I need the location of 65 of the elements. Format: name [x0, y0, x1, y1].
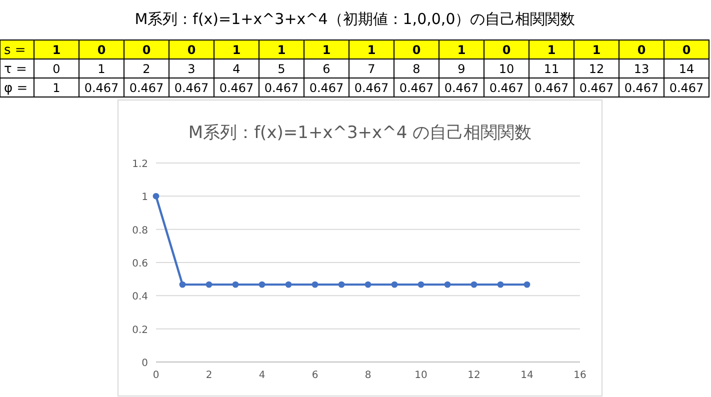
- x-tick-label: 4: [258, 370, 266, 381]
- data-label: 1: [457, 43, 466, 57]
- data-label: 0.467: [219, 81, 254, 95]
- data-label: 0.467: [174, 81, 209, 95]
- data-label: 1: [98, 62, 106, 76]
- data-label: 3: [188, 62, 196, 76]
- data-label: 1: [322, 43, 331, 57]
- data-label: 0.467: [624, 81, 659, 95]
- data-label: 1: [547, 43, 556, 57]
- data-label: 0: [637, 43, 646, 57]
- data-label: 0: [52, 62, 60, 76]
- x-tick-label: 0: [152, 370, 160, 381]
- y-tick-label: s =: [4, 43, 26, 58]
- data-label: 0: [412, 43, 421, 57]
- data-label: 8: [412, 62, 420, 76]
- x-tick-label: 2: [206, 370, 212, 381]
- data-label: 9: [458, 62, 466, 76]
- data-label: 0.467: [579, 81, 614, 95]
- y-tick-label: 0.2: [132, 324, 148, 336]
- data-label: 11: [544, 62, 560, 76]
- data-label: 5: [278, 62, 286, 76]
- chart-title: M系列：f(x)=1+x^3+x^4（初期値：1,0,0,0）の自己相関関数: [134, 10, 576, 28]
- y-tick-label: τ =: [4, 62, 27, 77]
- y-tick-label: 1: [142, 192, 148, 204]
- chart-title: M系列：f(x)=1+x^3+x^4 の自己相関関数: [188, 123, 532, 143]
- data-label: 1: [232, 43, 241, 57]
- data-label: 2: [142, 62, 150, 76]
- x-tick-label: 8: [364, 370, 372, 381]
- data-label: 14: [678, 62, 694, 76]
- data-label: 1: [277, 43, 286, 57]
- data-label: 0.467: [354, 81, 389, 95]
- data-label: 0: [97, 43, 106, 57]
- x-tick-label: 14: [520, 370, 534, 381]
- y-tick-label: 0.6: [132, 258, 148, 270]
- y-tick-label: 0.4: [132, 292, 148, 303]
- data-label: 0: [682, 43, 691, 57]
- y-tick-label: 0.8: [132, 225, 148, 236]
- data-label: 7: [368, 62, 376, 76]
- x-tick-label: 12: [468, 370, 480, 381]
- data-label: 0.467: [489, 81, 524, 95]
- data-label: 1: [52, 81, 60, 95]
- y-tick-label: φ =: [4, 81, 28, 96]
- y-tick-label: 0: [142, 358, 148, 369]
- data-label: 12: [588, 62, 604, 76]
- x-tick-label: 10: [414, 370, 428, 381]
- data-label: 10: [498, 62, 514, 76]
- data-label: 0.467: [129, 81, 164, 95]
- data-label: 1: [367, 43, 376, 57]
- y-tick-label: 1.2: [132, 159, 148, 170]
- data-label: 13: [634, 62, 650, 76]
- data-label: 1: [592, 43, 601, 57]
- x-tick-label: 6: [312, 370, 318, 381]
- data-label: 0.467: [309, 81, 344, 95]
- data-label: 0.467: [534, 81, 569, 95]
- data-label: 0: [502, 43, 511, 57]
- data-label: 6: [322, 62, 330, 76]
- data-label: 0.467: [399, 81, 434, 95]
- data-label: 0.467: [264, 81, 299, 95]
- data-label: 0.467: [669, 81, 704, 95]
- x-tick-label: 16: [574, 370, 586, 381]
- data-label: 0.467: [84, 81, 119, 95]
- data-label: 4: [232, 62, 240, 76]
- data-label: 1: [52, 43, 61, 57]
- data-label: 0.467: [444, 81, 479, 95]
- data-label: 0: [187, 43, 196, 57]
